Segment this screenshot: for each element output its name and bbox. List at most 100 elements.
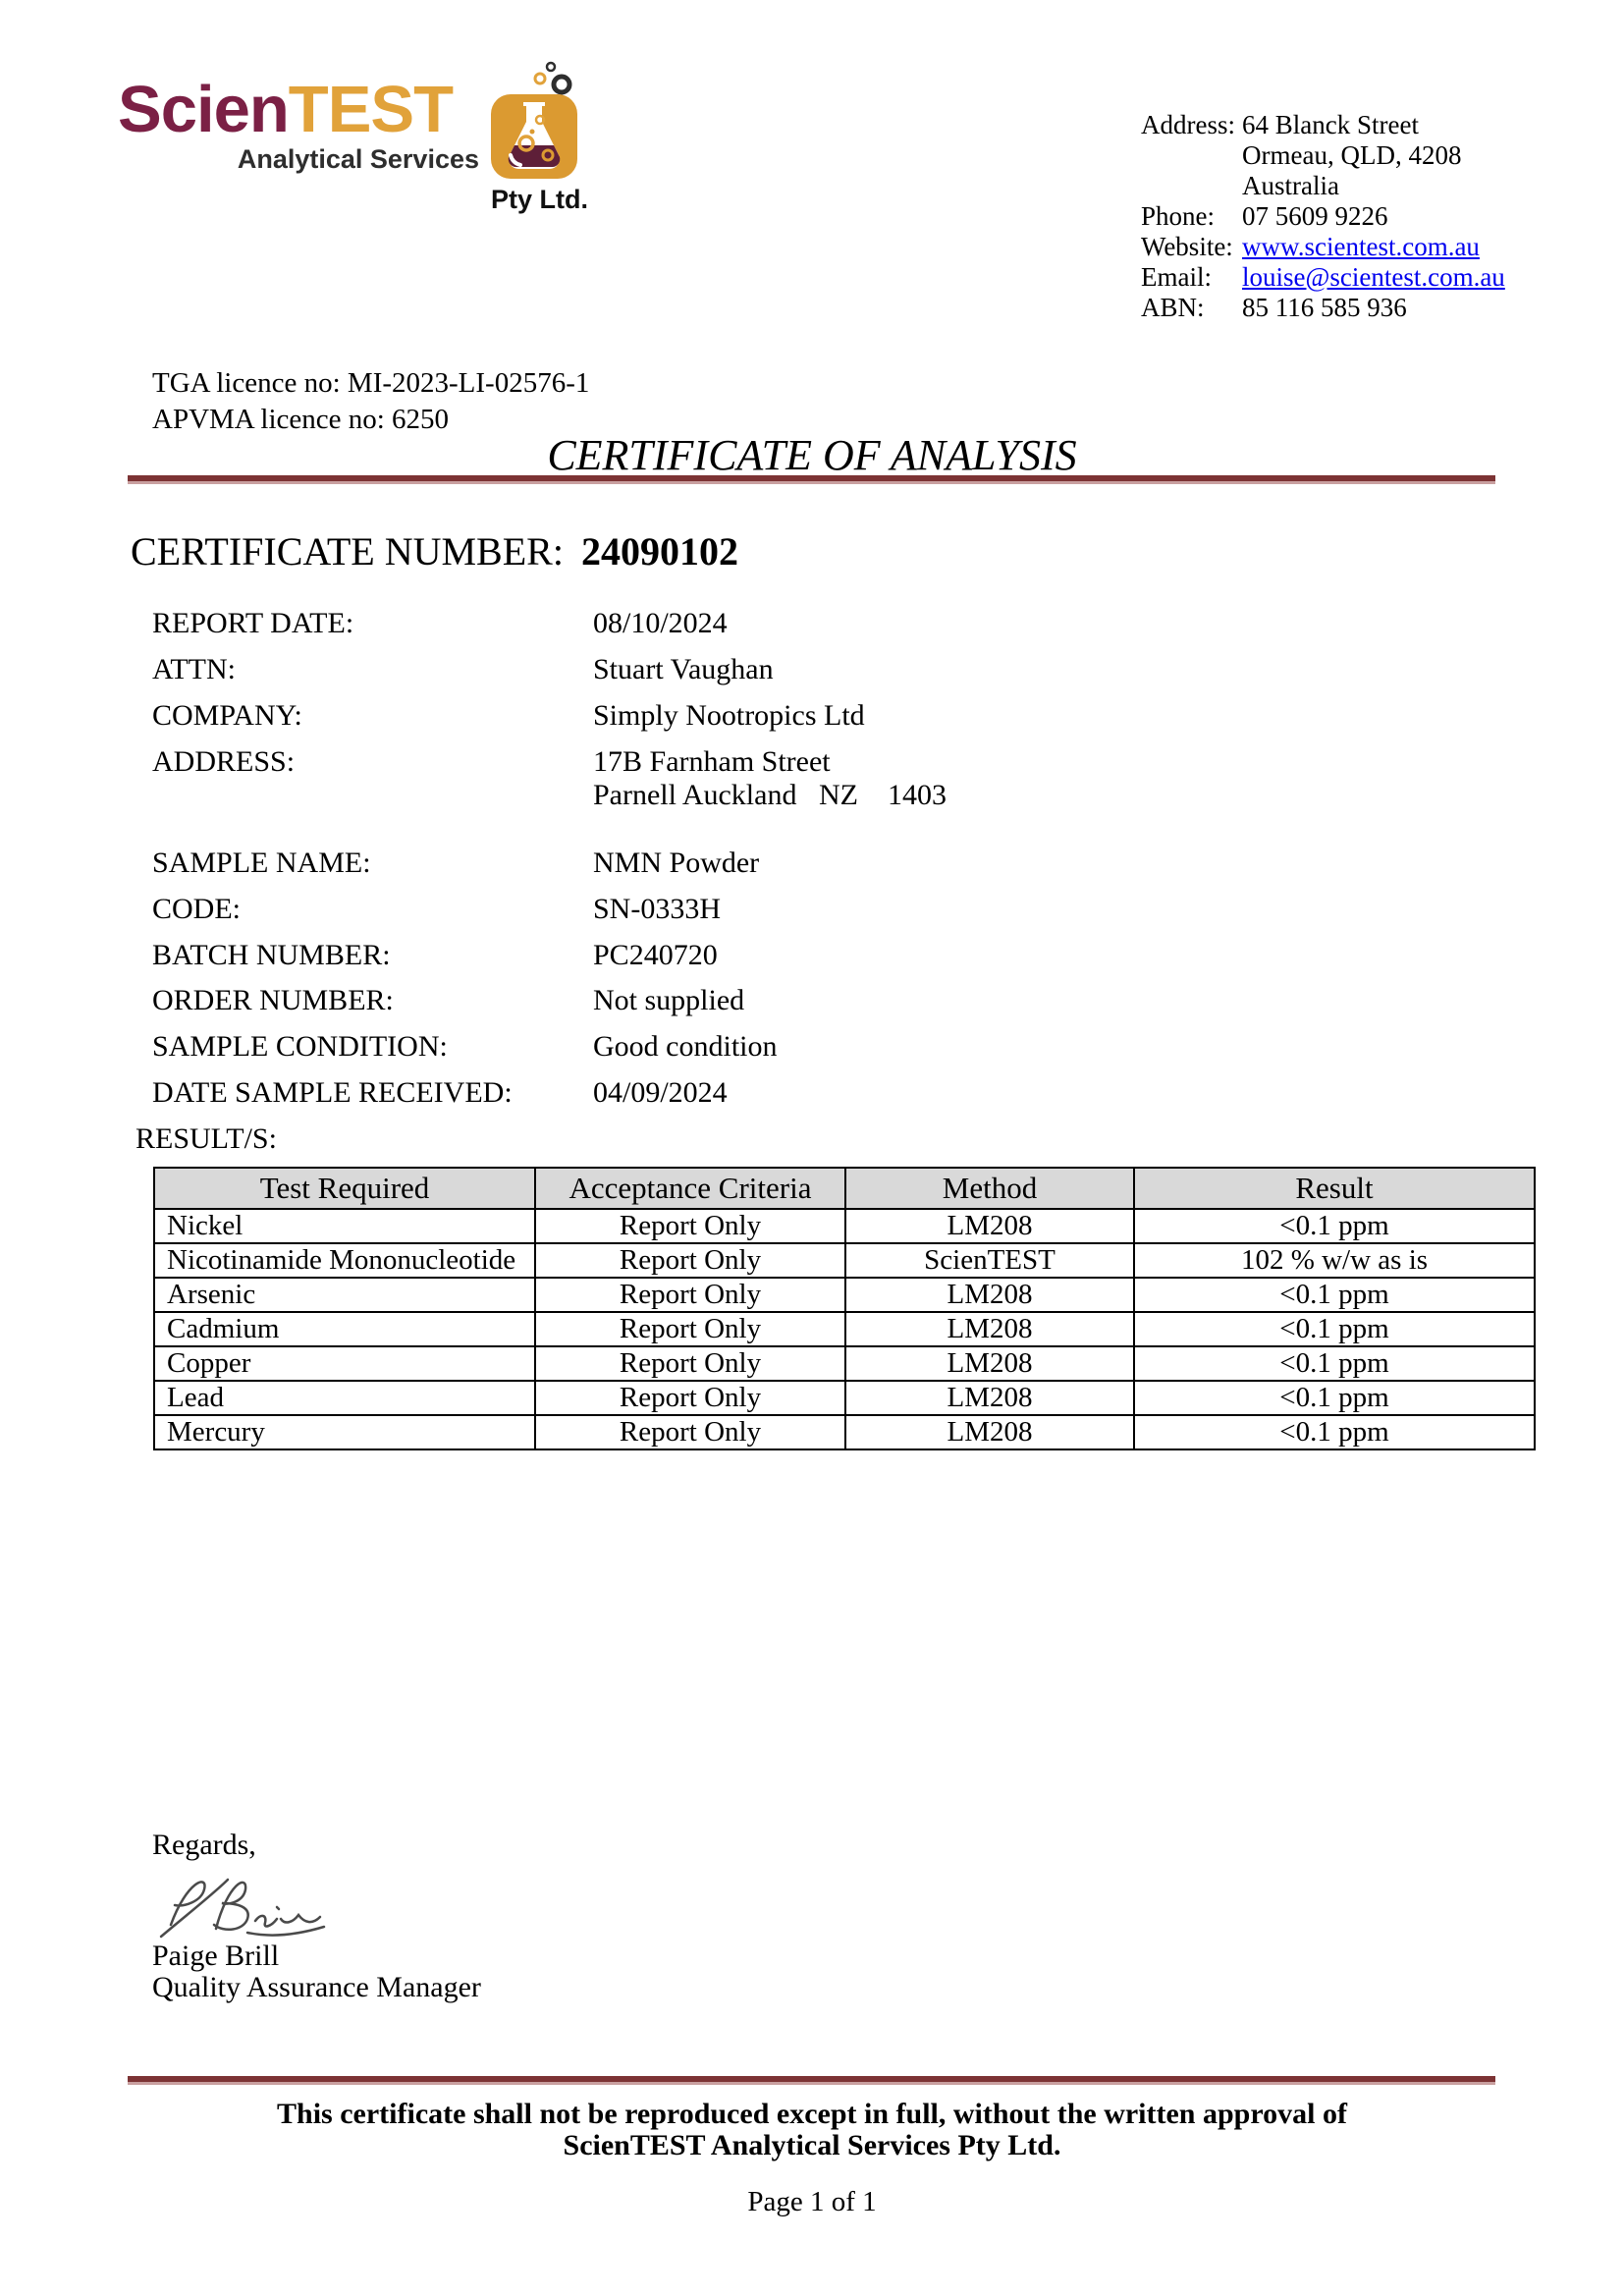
cell-test: Lead	[153, 1380, 536, 1416]
contact-value: 85 116 585 936	[1242, 293, 1407, 322]
cell-method: LM208	[844, 1414, 1135, 1450]
closing-text: Regards,	[152, 1829, 256, 1861]
contact-row-abn: ABN: 85 116 585 936	[1141, 293, 1505, 323]
detail-value: Good condition	[593, 1030, 778, 1063]
column-header-acceptance-criteria: Acceptance Criteria	[534, 1167, 846, 1210]
logo-text-test: TEST	[288, 73, 454, 146]
tga-licence-line: TGA licence no: MI-2023-LI-02576-1	[152, 367, 590, 399]
cell-result: <0.1 ppm	[1133, 1380, 1536, 1416]
logo-ptyltd-label: Pty Ltd.	[491, 185, 588, 214]
detail-row-sample-name: SAMPLE NAME: NMN Powder	[152, 847, 1429, 880]
contact-label	[1141, 171, 1242, 201]
cell-method: LM208	[844, 1345, 1135, 1382]
cell-result: <0.1 ppm	[1133, 1414, 1536, 1450]
cell-criteria: Report Only	[534, 1277, 846, 1313]
table-row: Cadmium Report Only LM208 <0.1 ppm	[153, 1311, 1536, 1347]
cell-method: LM208	[844, 1311, 1135, 1347]
contact-row-address: Address: 64 Blanck Street	[1141, 110, 1505, 140]
cell-method: LM208	[844, 1208, 1135, 1244]
results-header-row: Test Required Acceptance Criteria Method…	[153, 1167, 1536, 1210]
table-row: Mercury Report Only LM208 <0.1 ppm	[153, 1414, 1536, 1450]
contact-value: 64 Blanck Street	[1242, 110, 1419, 139]
document-title: CERTIFICATE OF ANALYSIS	[547, 431, 1077, 479]
logo-wordmark: ScienTEST	[118, 77, 479, 142]
signer-title: Quality Assurance Manager	[152, 1971, 481, 2003]
contact-label: Website:	[1141, 232, 1233, 261]
contact-row-address3: Australia	[1141, 171, 1505, 201]
certificate-number-line: CERTIFICATE NUMBER: 24090102	[131, 528, 738, 574]
detail-value: 04/09/2024	[593, 1076, 728, 1109]
logo-subtitle: Analytical Services	[237, 144, 479, 174]
signer-name: Paige Brill	[152, 1940, 280, 1972]
cell-result: 102 % w/w as is	[1133, 1242, 1536, 1279]
contact-label: Email:	[1141, 262, 1212, 292]
detail-row-code: CODE: SN-0333H	[152, 893, 1429, 926]
detail-label: SAMPLE NAME:	[152, 847, 371, 879]
cell-criteria: Report Only	[534, 1345, 846, 1382]
cell-test: Arsenic	[153, 1277, 536, 1313]
contact-block: Address: 64 Blanck Street Ormeau, QLD, 4…	[1141, 110, 1505, 323]
flask-logo-icon	[489, 59, 597, 185]
detail-row-sample-condition: SAMPLE CONDITION: Good condition	[152, 1030, 1429, 1064]
detail-label: ORDER NUMBER:	[152, 984, 394, 1016]
results-heading: RESULT/S:	[135, 1122, 277, 1155]
licence-block: TGA licence no: MI-2023-LI-02576-1 APVMA…	[152, 365, 589, 438]
detail-row-order-number: ORDER NUMBER: Not supplied	[152, 984, 1429, 1017]
detail-value: PC240720	[593, 939, 718, 971]
cell-criteria: Report Only	[534, 1311, 846, 1347]
contact-label	[1141, 140, 1242, 171]
detail-row-address: ADDRESS: 17B Farnham Street Parnell Auck…	[152, 745, 1429, 811]
column-header-result: Result	[1133, 1167, 1536, 1210]
footer-disclaimer-line2: ScienTEST Analytical Services Pty Ltd.	[563, 2129, 1061, 2161]
logo-text-scien: Scien	[118, 73, 290, 146]
detail-row-date-received: DATE SAMPLE RECEIVED: 04/09/2024	[152, 1076, 1429, 1110]
detail-label: BATCH NUMBER:	[152, 939, 391, 971]
cell-criteria: Report Only	[534, 1208, 846, 1244]
table-row: Lead Report Only LM208 <0.1 ppm	[153, 1380, 1536, 1416]
cell-result: <0.1 ppm	[1133, 1345, 1536, 1382]
page-number: Page 1 of 1	[747, 2186, 877, 2217]
cell-method: LM208	[844, 1277, 1135, 1313]
contact-row-email: Email: louise@scientest.com.au	[1141, 262, 1505, 293]
cell-test: Copper	[153, 1345, 536, 1382]
signature-image	[159, 1878, 326, 1939]
detail-row-batch-number: BATCH NUMBER: PC240720	[152, 939, 1429, 972]
detail-value: Stuart Vaughan	[593, 653, 774, 685]
detail-value: 17B Farnham Street	[593, 745, 831, 778]
certificate-number-value: 24090102	[580, 529, 738, 574]
detail-value: NMN Powder	[593, 847, 760, 879]
detail-label: ATTN:	[152, 653, 236, 685]
detail-value: SN-0333H	[593, 893, 722, 925]
detail-label: ADDRESS:	[152, 745, 296, 778]
contact-row-phone: Phone: 07 5609 9226	[1141, 201, 1505, 232]
detail-label: SAMPLE CONDITION:	[152, 1030, 448, 1063]
footer-divider-rule	[128, 2076, 1495, 2085]
website-link[interactable]: www.scientest.com.au	[1242, 232, 1480, 261]
company-logo: ScienTEST Analytical Services	[118, 77, 479, 175]
contact-value: 07 5609 9226	[1242, 201, 1388, 231]
cell-test: Nicotinamide Mononucleotide	[153, 1242, 536, 1279]
detail-value-line2: Parnell Auckland NZ 1403	[593, 779, 947, 811]
table-row: Copper Report Only LM208 <0.1 ppm	[153, 1345, 1536, 1382]
detail-value: 08/10/2024	[593, 607, 728, 639]
contact-label: Address:	[1141, 110, 1235, 139]
detail-label: COMPANY:	[152, 699, 302, 732]
cell-test: Mercury	[153, 1414, 536, 1450]
footer-disclaimer-line1: This certificate shall not be reproduced…	[277, 2098, 1347, 2130]
apvma-licence-line: APVMA licence no: 6250	[152, 404, 450, 435]
cell-test: Cadmium	[153, 1311, 536, 1347]
contact-value: Ormeau, QLD, 4208	[1242, 140, 1462, 170]
cell-method: ScienTEST	[844, 1242, 1135, 1279]
detail-label: REPORT DATE:	[152, 607, 354, 639]
column-header-test-required: Test Required	[153, 1167, 536, 1210]
cell-method: LM208	[844, 1380, 1135, 1416]
cell-criteria: Report Only	[534, 1380, 846, 1416]
email-link[interactable]: louise@scientest.com.au	[1242, 262, 1505, 292]
contact-row-address2: Ormeau, QLD, 4208	[1141, 140, 1505, 171]
header-divider-rule	[128, 475, 1495, 484]
cell-result: <0.1 ppm	[1133, 1311, 1536, 1347]
certificate-number-label: CERTIFICATE NUMBER:	[131, 529, 564, 574]
contact-value: Australia	[1242, 171, 1339, 200]
detail-value: Not supplied	[593, 984, 745, 1016]
